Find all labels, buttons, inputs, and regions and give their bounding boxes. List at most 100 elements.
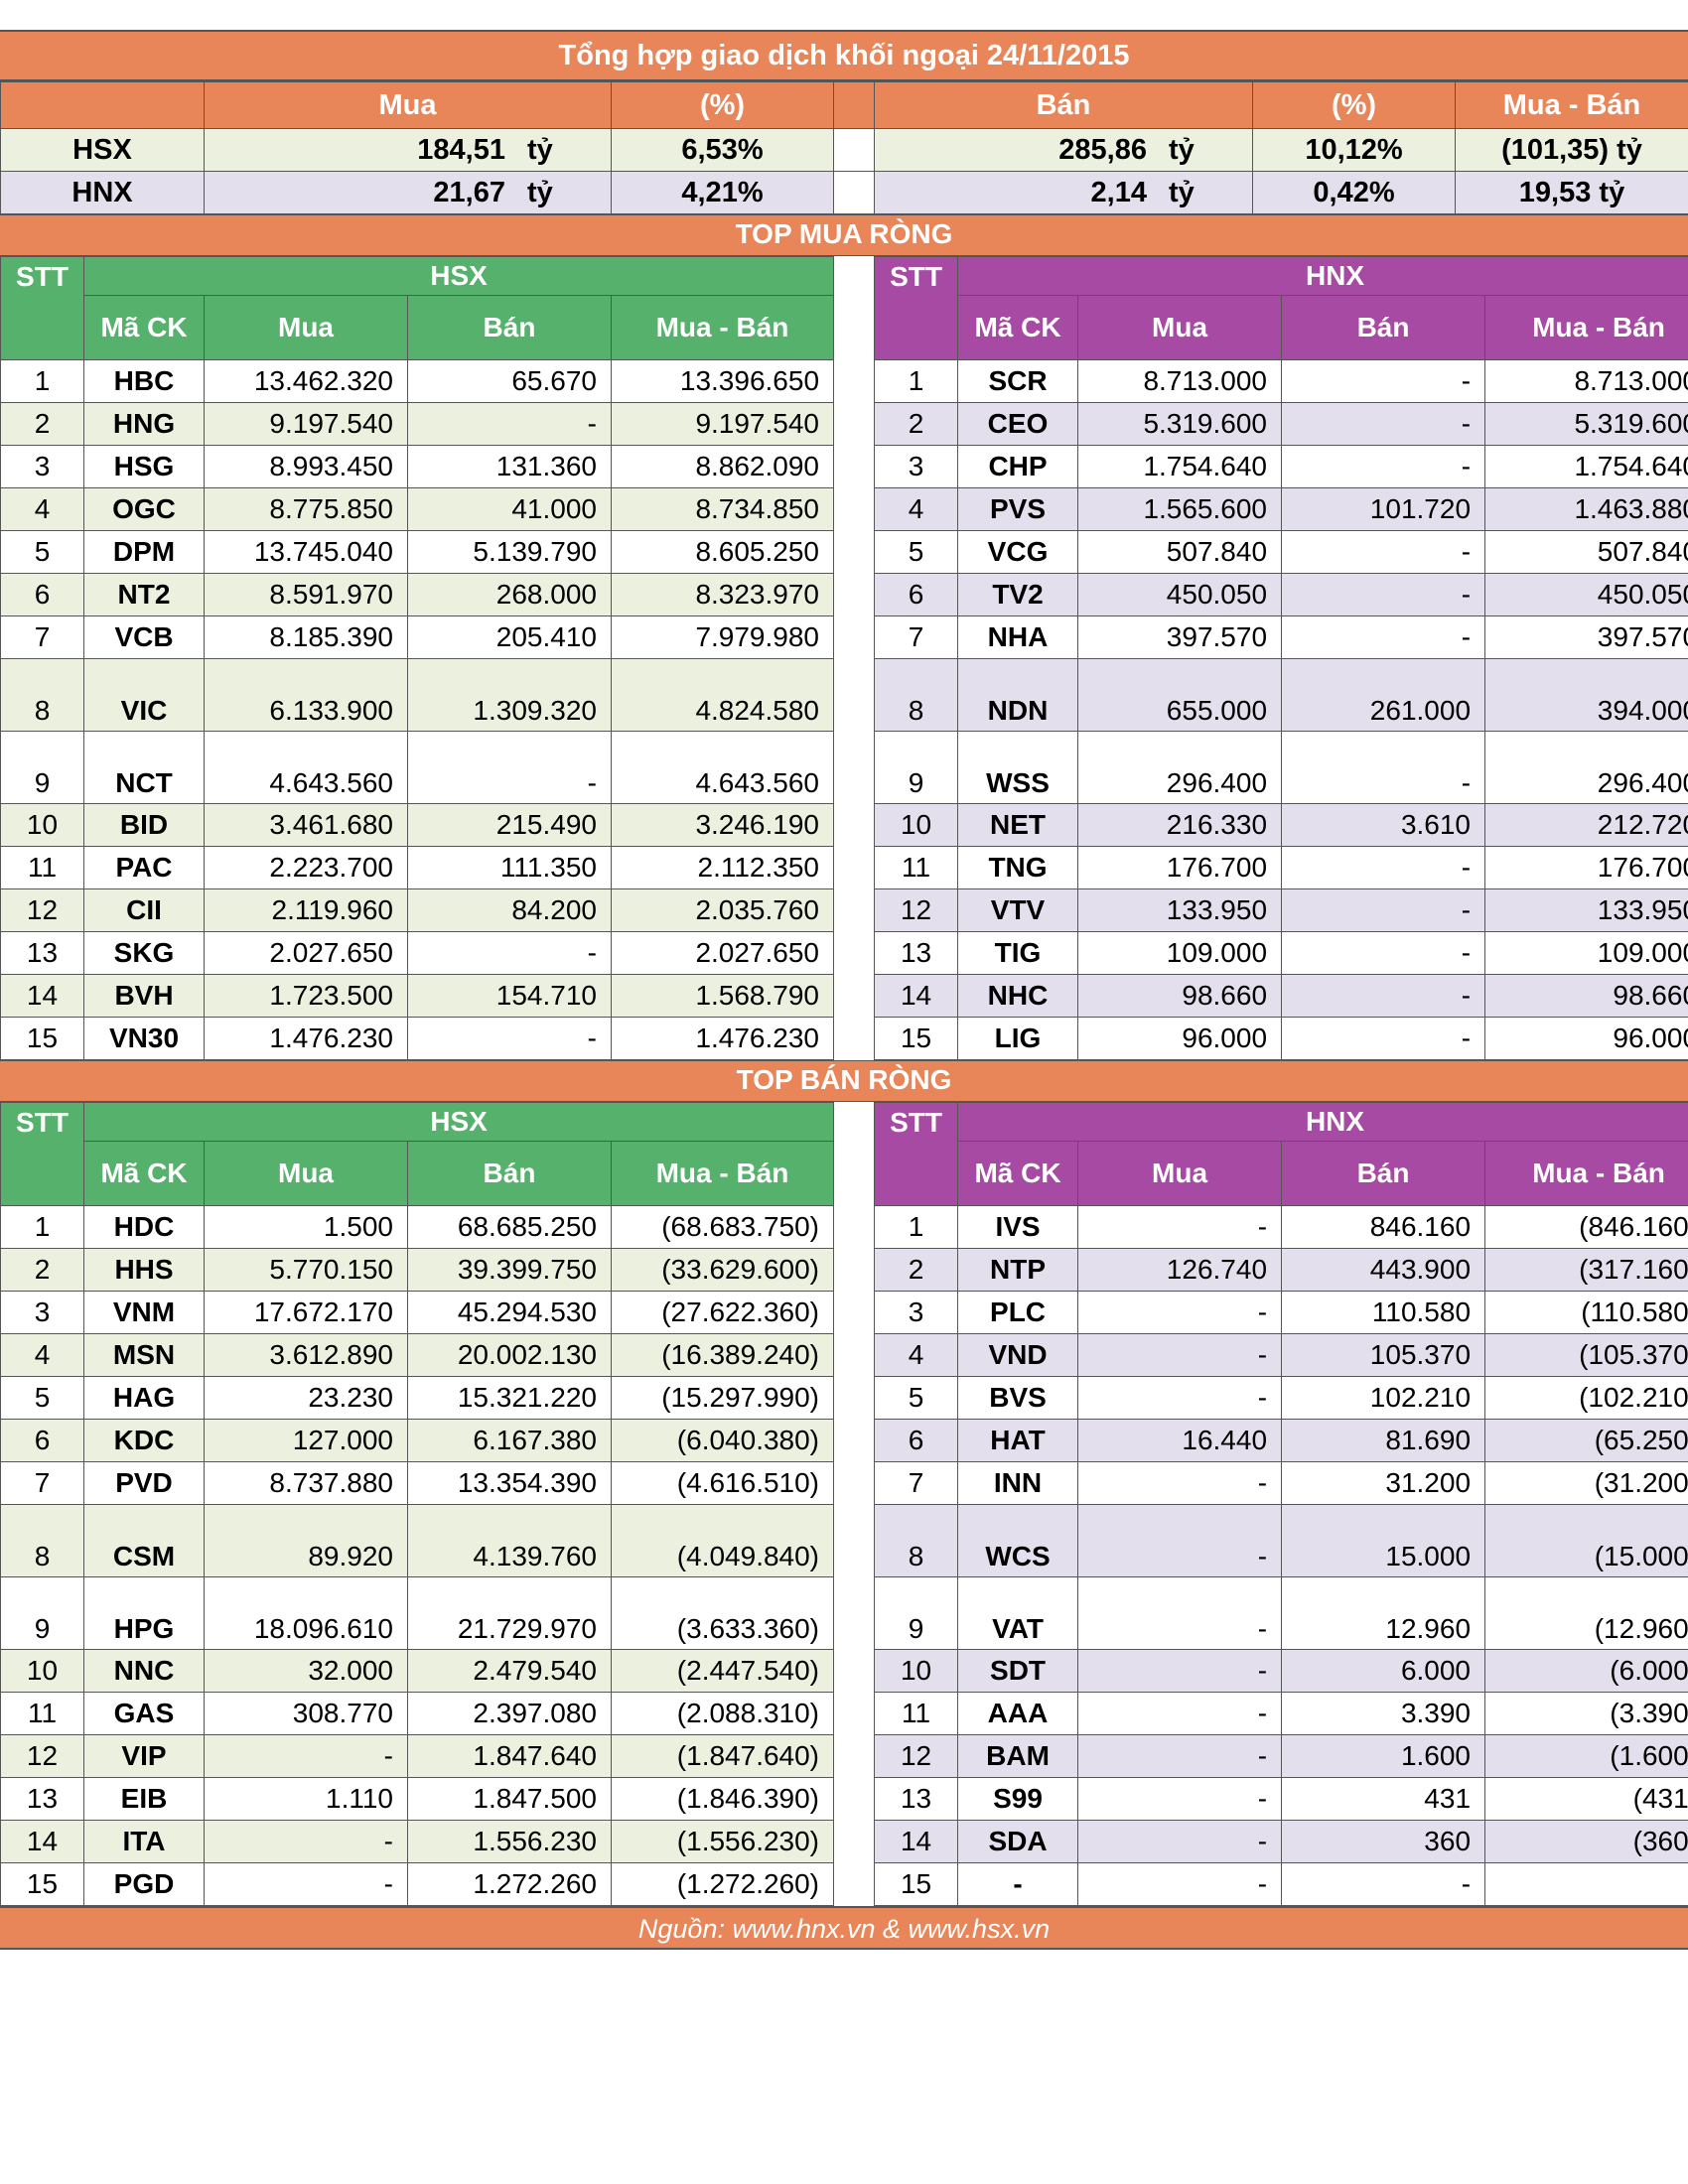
table-row: 4 MSN 3.612.890 20.002.130 (16.389.240) 4 VND -… <box>0 1333 1688 1377</box>
stt-cell: 3 <box>0 1291 84 1334</box>
ticker-cell: PAC <box>83 846 205 889</box>
net-cell: (4.049.840) <box>610 1504 835 1577</box>
buy-header: Mua <box>1077 1141 1283 1206</box>
buy-cell: 127.000 <box>204 1419 408 1462</box>
stt-cell: 14 <box>874 974 959 1018</box>
column-separator <box>833 658 876 732</box>
ticker-cell: VN30 <box>83 1017 205 1060</box>
ticker-cell: BVH <box>83 974 205 1018</box>
stt-cell: 14 <box>874 1820 959 1863</box>
buy-cell: 133.950 <box>1077 888 1283 932</box>
table-row: 1 HBC 13.462.320 65.670 13.396.650 1 SCR 8.713.… <box>0 359 1688 403</box>
stt-cell: 1 <box>0 1205 84 1249</box>
stt-cell: 9 <box>0 731 84 804</box>
sell-cell: 1.272.260 <box>407 1862 612 1906</box>
stt-cell: 8 <box>874 658 959 732</box>
buy-cell: - <box>1077 1205 1283 1249</box>
buy-cell: 8.185.390 <box>204 615 408 659</box>
sell-header: Bán <box>407 1141 612 1206</box>
column-separator <box>833 1291 876 1334</box>
stt-cell: 5 <box>0 530 84 574</box>
sell-cell: - <box>1281 530 1486 574</box>
sell-cell: 105.370 <box>1281 1333 1486 1377</box>
ticker-cell: TV2 <box>957 573 1079 616</box>
net-header: Mua - Bán <box>1484 295 1688 360</box>
buy-cell: 4.643.560 <box>204 731 408 804</box>
buy-cell: 507.840 <box>1077 530 1283 574</box>
ticker-cell: NHC <box>957 974 1079 1018</box>
buy-cell: 216.330 <box>1077 803 1283 847</box>
sell-cell: 205.410 <box>407 615 612 659</box>
net-cell: 212.720 <box>1484 803 1688 847</box>
ticker-cell: HSG <box>83 445 205 488</box>
summary-header-sell-pct: (%) <box>1252 81 1456 129</box>
buy-cell: - <box>1077 1461 1283 1505</box>
stt-cell: 7 <box>0 615 84 659</box>
column-separator <box>833 1820 876 1863</box>
stt-cell: 8 <box>0 658 84 732</box>
column-separator <box>833 931 876 975</box>
ticker-cell: MSN <box>83 1333 205 1377</box>
stt-cell: 2 <box>874 402 959 446</box>
ticker-cell: SDA <box>957 1820 1079 1863</box>
net-cell: (846.160) <box>1484 1205 1688 1249</box>
column-separator <box>833 445 876 488</box>
ticker-cell: HPG <box>83 1576 205 1650</box>
buy-cell: - <box>1077 1291 1283 1334</box>
net-cell: 133.950 <box>1484 888 1688 932</box>
ticker-cell: VCB <box>83 615 205 659</box>
ticker-cell: VND <box>957 1333 1079 1377</box>
buy-cell: - <box>1077 1862 1283 1906</box>
net-cell: 507.840 <box>1484 530 1688 574</box>
sell-cell: 84.200 <box>407 888 612 932</box>
net-cell: (6.000) <box>1484 1649 1688 1693</box>
stt-cell: 8 <box>874 1504 959 1577</box>
stt-cell: 3 <box>874 445 959 488</box>
net-cell: 98.660 <box>1484 974 1688 1018</box>
sell-cell: - <box>1281 888 1486 932</box>
stt-cell: 13 <box>874 1777 959 1821</box>
table-row: 1 HDC 1.500 68.685.250 (68.683.750) 1 IVS -846.… <box>0 1205 1688 1249</box>
column-separator <box>833 974 876 1018</box>
stt-cell: 14 <box>0 1820 84 1863</box>
buy-cell: 2.119.960 <box>204 888 408 932</box>
summary-gap <box>833 171 875 214</box>
table-row: 4 OGC 8.775.850 41.000 8.734.850 4 PVS 1.565.60… <box>0 487 1688 531</box>
ticker-cell: IVS <box>957 1205 1079 1249</box>
ticker-cell: BID <box>83 803 205 847</box>
ticker-cell: VIP <box>83 1734 205 1778</box>
code-header: Mã CK <box>83 295 205 360</box>
stt-cell: 11 <box>874 846 959 889</box>
sell-cell: - <box>1281 359 1486 403</box>
ticker-cell: TNG <box>957 846 1079 889</box>
net-cell: (15.297.990) <box>610 1376 835 1420</box>
table-row: 14 BVH 1.723.500 154.710 1.568.790 14 NHC 98.66… <box>0 974 1688 1018</box>
net-cell: (4.616.510) <box>610 1461 835 1505</box>
ticker-cell: PVS <box>957 487 1079 531</box>
stt-cell: 6 <box>874 573 959 616</box>
sell-cell: - <box>1281 615 1486 659</box>
ticker-cell: SDT <box>957 1649 1079 1693</box>
buy-cell: 1.110 <box>204 1777 408 1821</box>
net-cell: 1.463.880 <box>1484 487 1688 531</box>
ticker-cell: TIG <box>957 931 1079 975</box>
summary-net: 19,53 tỷ <box>1455 171 1688 214</box>
table-row: 2 HNG 9.197.540-9.197.540 2 CEO 5.319.600-5.3… <box>0 402 1688 446</box>
sell-header: Bán <box>1281 295 1486 360</box>
net-cell: 3.246.190 <box>610 803 835 847</box>
column-separator <box>833 846 876 889</box>
ticker-cell: BAM <box>957 1734 1079 1778</box>
hsx-group-header: HSX <box>82 1102 835 1142</box>
column-separator <box>833 359 876 403</box>
stt-cell: 3 <box>874 1291 959 1334</box>
column-separator <box>833 1734 876 1778</box>
stt-cell: 9 <box>0 1576 84 1650</box>
net-cell: (1.846.390) <box>610 1777 835 1821</box>
summary-sell-value: 2,14 <box>1090 176 1147 208</box>
table-row: 3 HSG 8.993.450 131.360 8.862.090 3 CHP 1.754.6… <box>0 445 1688 488</box>
buy-header: Mua <box>1077 295 1283 360</box>
stt-header: STT <box>874 1102 959 1206</box>
column-separator <box>833 888 876 932</box>
